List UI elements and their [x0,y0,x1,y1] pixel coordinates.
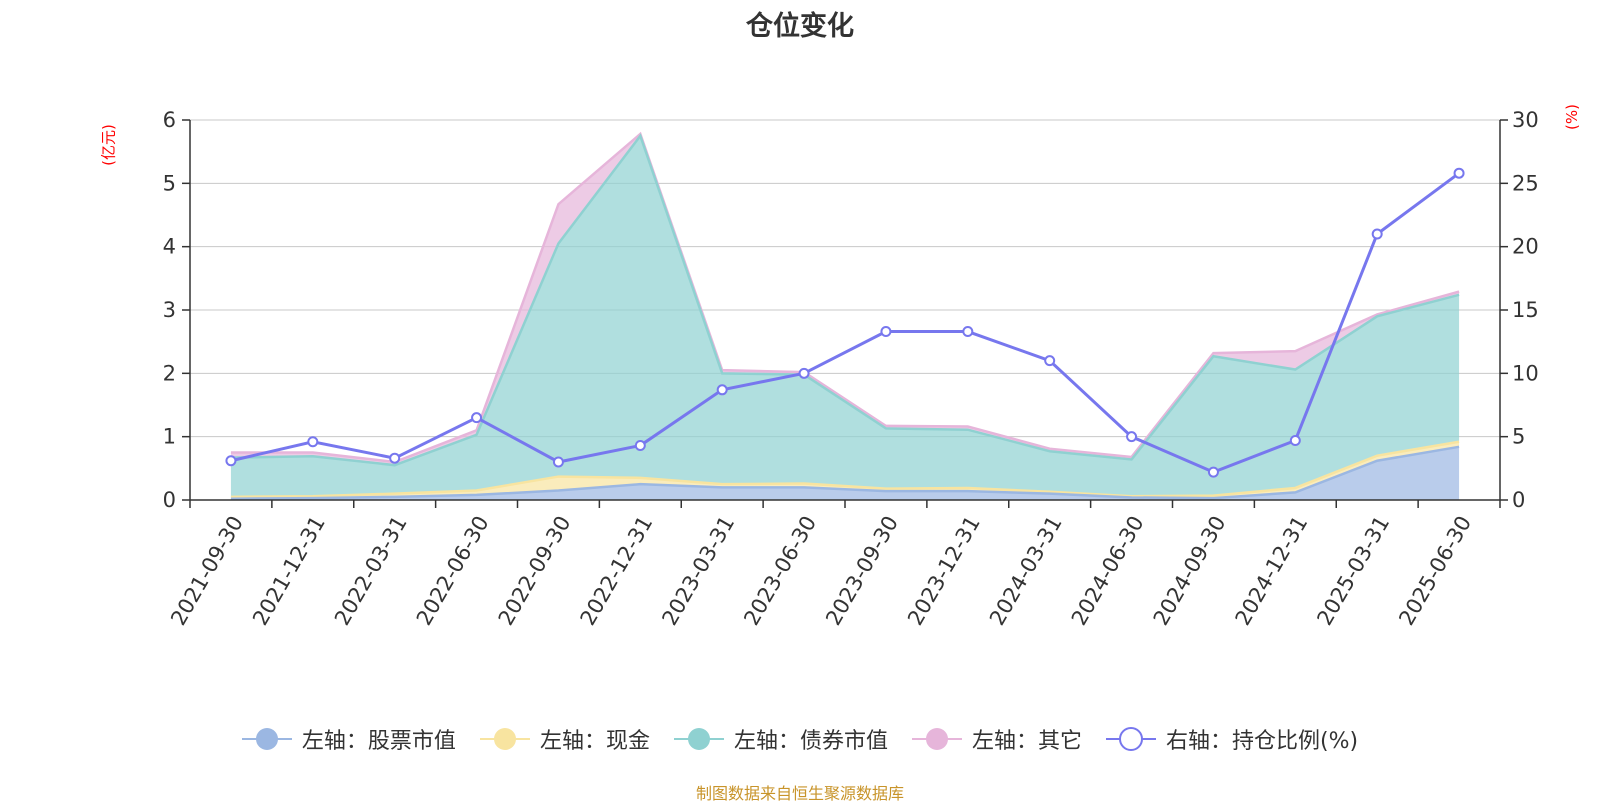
ratio-point [471,412,483,424]
area-series-edge-2 [230,133,1460,467]
legend-label: 左轴：股票市值 [301,729,456,754]
x-tick-label: 2022-12-31 [576,512,658,630]
y-tick-label-left: 3 [163,298,176,322]
left-axis-unit-label: (亿元) [99,124,118,166]
legend-swatch-icon [241,728,292,750]
legend-swatch-icon [1105,727,1156,751]
area-series-edge-0 [230,445,1460,500]
y-tick-label-right: 25 [1512,171,1539,195]
x-tick-label: 2021-09-30 [166,512,248,630]
y-tick-label-left: 0 [163,488,176,512]
ratio-point [1044,355,1056,367]
ratio-point [880,326,892,338]
legend-swatch-icon [911,728,962,750]
x-tick-label: 2024-09-30 [1149,512,1231,630]
legend-label: 左轴：其它 [971,729,1082,754]
x-tick-label: 2023-09-30 [821,512,903,630]
legend-label: 左轴：债券市值 [733,729,888,754]
ratio-point [307,436,319,448]
chart-legend: 左轴：股票市值 左轴：现金 左轴：债券市值 左轴：其它 右轴：持仓比例(%) [0,723,1600,755]
area-series-1 [230,441,1460,499]
area-series-2 [230,135,1460,497]
x-tick-label: 2024-03-31 [985,512,1067,630]
x-tick-label: 2022-03-31 [330,512,412,630]
legend-item[interactable]: 左轴：现金 [479,723,650,755]
legend-item[interactable]: 左轴：股票市值 [241,723,456,755]
y-tick-label-left: 1 [163,425,176,449]
x-tick-label: 2023-12-31 [903,512,985,630]
ratio-point [716,384,728,396]
right-axis-unit-label: (%) [1563,104,1581,130]
y-tick-label-left: 5 [163,171,176,195]
area-series-edge-1 [230,440,1460,499]
ratio-point [1453,167,1465,179]
legend-item[interactable]: 右轴：持仓比例(%) [1105,723,1359,755]
y-tick-label-left: 6 [163,108,176,132]
legend-swatch-icon [479,728,530,750]
legend-label: 左轴：现金 [539,729,650,754]
x-tick-label: 2024-12-31 [1231,512,1313,630]
x-tick-label: 2023-03-31 [657,512,739,630]
x-tick-label: 2024-06-30 [1067,512,1149,630]
x-tick-label: 2021-12-31 [248,512,330,630]
ratio-point [962,326,974,338]
source-note: 制图数据来自恒生聚源数据库 [695,784,904,803]
chart-title: 仓位变化 [746,11,854,42]
ratio-point [389,452,401,464]
ratio-point [1126,431,1138,443]
legend-item[interactable]: 左轴：其它 [911,723,1082,755]
y-tick-label-right: 30 [1512,108,1539,132]
x-tick-label: 2025-03-31 [1312,512,1394,630]
x-tick-label: 2022-09-30 [494,512,576,630]
y-tick-label-right: 5 [1512,425,1525,449]
y-tick-label-right: 10 [1512,361,1539,385]
ratio-point [634,440,646,452]
ratio-point [1289,434,1301,446]
legend-swatch-icon [673,728,724,750]
y-tick-label-left: 2 [163,361,176,385]
x-tick-label: 2022-06-30 [412,512,494,630]
x-tick-label: 2023-06-30 [739,512,821,630]
x-tick-label: 2025-06-30 [1394,512,1476,630]
ratio-point [552,456,564,468]
ratio-line [230,171,1460,474]
y-tick-label-right: 0 [1512,488,1525,512]
legend-label: 右轴：持仓比例(%) [1165,729,1359,754]
y-tick-label-right: 20 [1512,235,1539,259]
ratio-point [225,455,237,467]
area-series-edge-3 [230,131,1460,464]
y-tick-label-left: 4 [163,235,176,259]
y-tick-label-right: 15 [1512,298,1539,322]
ratio-point [1371,228,1383,240]
legend-item[interactable]: 左轴：债券市值 [673,723,888,755]
ratio-point [798,367,810,379]
ratio-point [1207,466,1219,478]
